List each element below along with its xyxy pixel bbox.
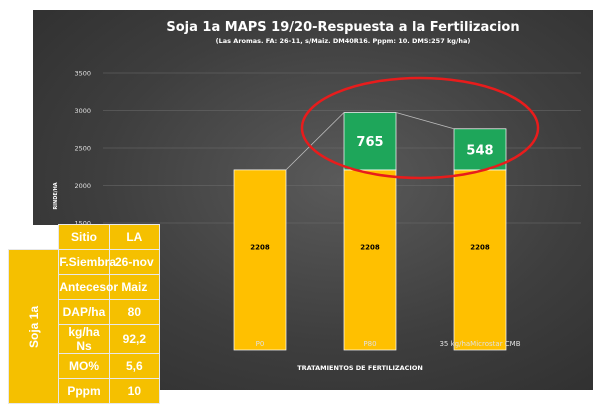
x-tick-label: 35 kg/haMicrostar CMB — [439, 340, 520, 348]
y-tick-label: 1500 — [74, 220, 91, 228]
x-tick-label: P0 — [256, 340, 265, 348]
table-row: DAP/ha 80 — [9, 299, 161, 325]
increment-value-label: 548 — [466, 143, 493, 158]
table-corner-cell — [8, 224, 59, 250]
y-tick-label: 3000 — [74, 107, 91, 115]
base-bar — [233, 169, 287, 351]
bar-value-label: 2208 — [250, 243, 270, 251]
bar-value-label: 2208 — [470, 243, 490, 251]
table-row: Antecesor Maiz — [9, 274, 161, 300]
table-row: kg/ha Ns 92,2 — [9, 324, 161, 354]
y-tick-label: 3500 — [74, 70, 91, 78]
table-row-label: DAP/ha — [58, 299, 110, 325]
chart-title: Soja 1a MAPS 19/20-Respuesta a la Fertil… — [166, 20, 519, 35]
table-row-value: Maiz — [108, 274, 161, 300]
increment-value-label: 765 — [356, 135, 383, 150]
table-row-value: 5,6 — [108, 353, 161, 379]
table-row-label: MO% — [58, 353, 110, 379]
table-header-la: LA — [108, 224, 161, 250]
table-row: Pppm 10 — [9, 378, 161, 404]
y-axis-label: RINDE/HA — [53, 182, 59, 209]
y-tick-label: 2000 — [74, 182, 91, 190]
increment-bar — [343, 112, 397, 171]
x-axis-label: TRATAMIENTOS DE FERTILIZACION — [297, 364, 423, 372]
table-row: MO% 5,6 — [9, 353, 161, 379]
table-row-label: kg/ha Ns — [58, 324, 110, 354]
bar-chart: Soja 1a MAPS 19/20-Respuesta a la Fertil… — [53, 20, 581, 372]
table-group-label: Soja 1a — [7, 249, 60, 404]
bar-value-label: 2208 — [360, 243, 380, 251]
table-row: Soja 1a F.Siembra 26-nov — [7, 249, 161, 404]
table-row-value: 80 — [108, 299, 161, 325]
y-tick-label: 2500 — [74, 145, 91, 153]
site-info-table: Sitio LA Soja 1a F.Siembra 26-nov Antece… — [7, 224, 161, 404]
chart-subtitle: (Las Aromas. FA: 26-11, s/Maiz. DM40R16.… — [216, 37, 471, 45]
connector-line — [395, 112, 455, 130]
base-bar — [453, 169, 507, 351]
table-row-label: F.Siembra — [58, 249, 116, 275]
table-row-value: 26-nov — [108, 249, 161, 275]
increment-bar — [453, 128, 507, 171]
table-row-value: 92,2 — [108, 324, 161, 354]
x-tick-label: P80 — [363, 340, 376, 348]
table-header-sitio: Sitio — [58, 224, 110, 250]
base-bar — [343, 169, 397, 351]
connector-line — [285, 112, 345, 171]
table-row-label: Pppm — [58, 378, 110, 404]
table-row-label: Antecesor — [58, 274, 118, 300]
table-header-row: Sitio LA — [8, 224, 161, 250]
table-row-value: 10 — [108, 378, 161, 404]
highlight-ellipse — [300, 76, 540, 180]
